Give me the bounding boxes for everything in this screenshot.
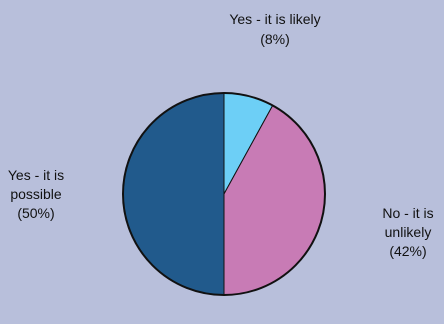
slice-label: Yes - it is possible (50%) — [8, 167, 64, 221]
slice-label-line: (42%) — [389, 243, 426, 259]
slice-label-line: (8%) — [260, 31, 290, 47]
slice-label: Yes - it is likely (8%) — [229, 11, 320, 47]
slice-label-line: unlikely — [385, 224, 432, 240]
slice-label: No - it is unlikely (42%) — [382, 205, 433, 259]
slice-label-line: possible — [10, 186, 62, 202]
slice-label-line: Yes - it is — [8, 167, 64, 183]
slice-label-line: (50%) — [17, 205, 54, 221]
slice-label-line: No - it is — [382, 205, 433, 221]
pie-slice — [122, 92, 225, 296]
pie-outline — [122, 92, 326, 296]
pie-labels: Yes - it is likely (8%) No - it is unlikely… — [8, 11, 434, 259]
pie-slices — [122, 92, 326, 296]
slice-label-line: Yes - it is likely — [229, 11, 320, 27]
